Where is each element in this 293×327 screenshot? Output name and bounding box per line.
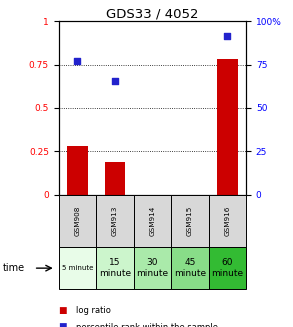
Title: GDS33 / 4052: GDS33 / 4052 <box>106 7 199 20</box>
Text: GSM913: GSM913 <box>112 206 118 236</box>
Bar <box>67 146 88 195</box>
Text: 15
minute: 15 minute <box>99 258 131 278</box>
Text: GSM916: GSM916 <box>224 206 230 236</box>
Bar <box>105 162 125 195</box>
Point <box>225 33 230 39</box>
Bar <box>217 60 238 195</box>
Text: log ratio: log ratio <box>76 306 111 315</box>
Text: 45
minute: 45 minute <box>174 258 206 278</box>
Text: GSM915: GSM915 <box>187 206 193 236</box>
Text: ■: ■ <box>59 322 67 327</box>
Text: percentile rank within the sample: percentile rank within the sample <box>76 322 218 327</box>
Text: GSM914: GSM914 <box>149 206 155 236</box>
Text: 5 minute: 5 minute <box>62 265 93 271</box>
Point <box>113 78 117 84</box>
Text: ■: ■ <box>59 306 67 315</box>
Text: 60
minute: 60 minute <box>211 258 243 278</box>
Text: time: time <box>3 263 25 273</box>
Text: 30
minute: 30 minute <box>136 258 168 278</box>
Text: GSM908: GSM908 <box>74 206 80 236</box>
Point <box>75 59 80 64</box>
